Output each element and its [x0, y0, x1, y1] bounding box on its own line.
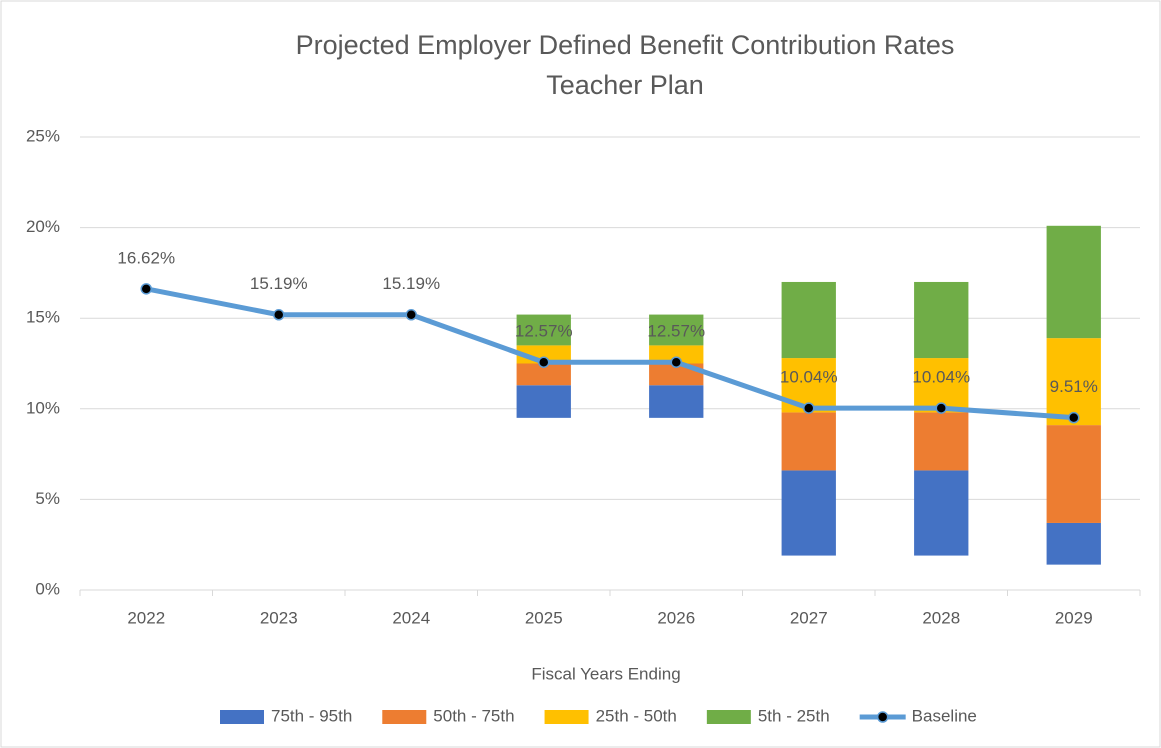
baseline-point [670, 356, 682, 368]
bar-segment [1046, 522, 1101, 565]
x-tick-label: 2024 [392, 608, 430, 627]
baseline-point [405, 309, 417, 321]
baseline-point [935, 402, 947, 414]
bar-segment [516, 363, 571, 386]
bar-segment [516, 314, 571, 346]
bar-segment [649, 314, 704, 346]
x-tick-label: 2025 [525, 608, 563, 627]
legend-label: Baseline [912, 706, 977, 725]
data-label: 12.57% [647, 322, 705, 341]
bar-segment [1046, 225, 1101, 339]
data-label: 10.04% [912, 368, 970, 387]
y-tick-label: 25% [26, 126, 60, 145]
baseline-line [143, 286, 1077, 421]
y-tick-label: 0% [35, 579, 60, 598]
data-label: 10.04% [780, 368, 838, 387]
bar-segment [516, 385, 571, 418]
bar-segment [914, 470, 969, 556]
x-tick-label: 2029 [1055, 608, 1093, 627]
bar-segment [649, 345, 704, 364]
data-label: 15.19% [382, 274, 440, 293]
y-tick-label: 20% [26, 217, 60, 236]
baseline-point [1068, 411, 1080, 424]
legend-label: 50th - 75th [433, 706, 514, 725]
legend-swatch [706, 710, 751, 724]
legend-swatch [544, 710, 589, 724]
baseline-point [273, 309, 285, 321]
x-axis-title: Fiscal Years Ending [531, 664, 680, 683]
bar-segment [914, 412, 969, 471]
bar-segment [914, 281, 969, 359]
data-label: 9.51% [1050, 377, 1098, 396]
y-tick-label: 15% [26, 308, 60, 327]
bar-segment [781, 281, 836, 359]
chart-subtitle: Teacher Plan [546, 70, 704, 100]
y-tick-label: 5% [35, 489, 60, 508]
legend-label: 75th - 95th [271, 706, 352, 725]
legend-swatch [382, 710, 427, 724]
bar-segment [781, 470, 836, 556]
bar-segment [1046, 425, 1101, 523]
legend-swatch [876, 711, 889, 723]
data-label: 12.57% [515, 322, 573, 341]
bar-segment [649, 385, 704, 418]
legend-swatch [220, 710, 264, 724]
legend-label: 5th - 25th [758, 706, 830, 725]
baseline-point [538, 356, 550, 368]
x-tick-label: 2022 [127, 608, 165, 627]
data-label: 16.62% [117, 248, 175, 267]
bar-segment [1046, 338, 1101, 426]
x-tick-label: 2026 [657, 608, 695, 627]
x-tick-label: 2028 [922, 608, 960, 627]
legend-label: 25th - 50th [596, 706, 677, 725]
chart-title: Projected Employer Defined Benefit Contr… [296, 30, 955, 60]
baseline-point [140, 283, 152, 295]
x-tick-label: 2027 [790, 608, 828, 627]
baseline-point [803, 402, 815, 414]
x-tick-label: 2023 [260, 608, 298, 627]
data-label: 15.19% [250, 274, 308, 293]
y-tick-label: 10% [26, 398, 60, 417]
bar-segment [781, 412, 836, 471]
